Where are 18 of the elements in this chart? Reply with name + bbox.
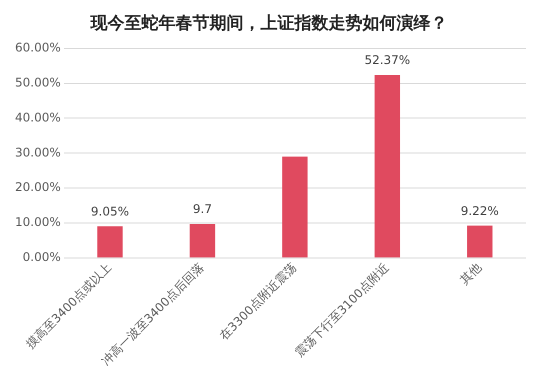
data-label: 9.05% [90, 204, 130, 218]
y-tick-label: 10.00% [14, 215, 61, 230]
x-tick-label: 其他 [457, 260, 484, 288]
data-label: 9.7 [192, 202, 212, 216]
bar [282, 156, 308, 258]
data-label: 52.37% [364, 53, 410, 68]
bar [190, 224, 216, 258]
data-label: 9.22% [460, 204, 499, 218]
y-tick-label: 0.00% [22, 250, 61, 264]
y-tick-label: 60.00% [14, 40, 61, 55]
bar [374, 75, 400, 258]
y-tick-label: 40.00% [14, 110, 61, 124]
y-tick-label: 20.00% [14, 180, 61, 194]
chart-title: 现今至蛇年春节期间，上证指数走势如何演绎？ [90, 14, 448, 34]
y-tick-label: 50.00% [14, 75, 61, 90]
bar [97, 226, 123, 258]
y-tick-label: 30.00% [14, 145, 61, 160]
bar [467, 226, 492, 258]
